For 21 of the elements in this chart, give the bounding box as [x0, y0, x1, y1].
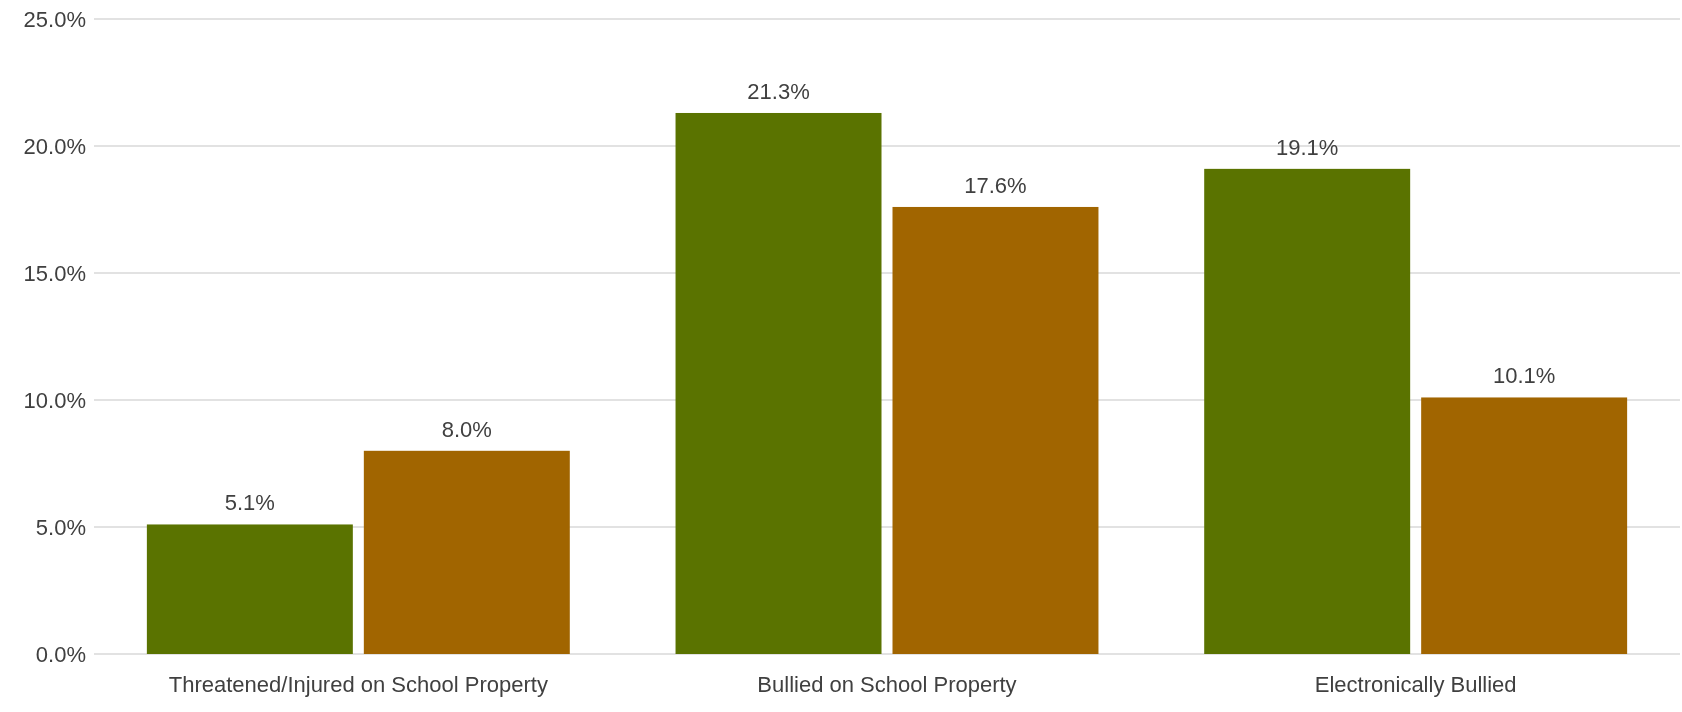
x-tick-label: Threatened/Injured on School Property — [168, 672, 548, 697]
y-tick-label: 15.0% — [23, 260, 86, 286]
data-label: 17.6% — [964, 172, 1027, 198]
data-label: 5.1% — [224, 490, 275, 516]
x-tick-label: Bullied on School Property — [757, 672, 1017, 697]
bar — [363, 450, 570, 654]
bar — [675, 112, 882, 654]
y-tick-label: 25.0% — [23, 6, 86, 32]
data-label: 10.1% — [1492, 363, 1556, 389]
data-label: 8.0% — [441, 416, 492, 442]
data-label: 21.3% — [747, 78, 810, 104]
bar — [146, 524, 353, 654]
bar — [1421, 397, 1628, 654]
y-tick-label: 0.0% — [35, 641, 86, 667]
bar — [1204, 168, 1411, 654]
y-tick-label: 5.0% — [35, 514, 86, 540]
y-tick-label: 10.0% — [23, 387, 86, 413]
y-tick-label: 20.0% — [23, 133, 86, 159]
data-label: 19.1% — [1275, 134, 1339, 160]
x-tick-label: Electronically Bullied — [1314, 672, 1517, 697]
bar — [892, 206, 1099, 654]
